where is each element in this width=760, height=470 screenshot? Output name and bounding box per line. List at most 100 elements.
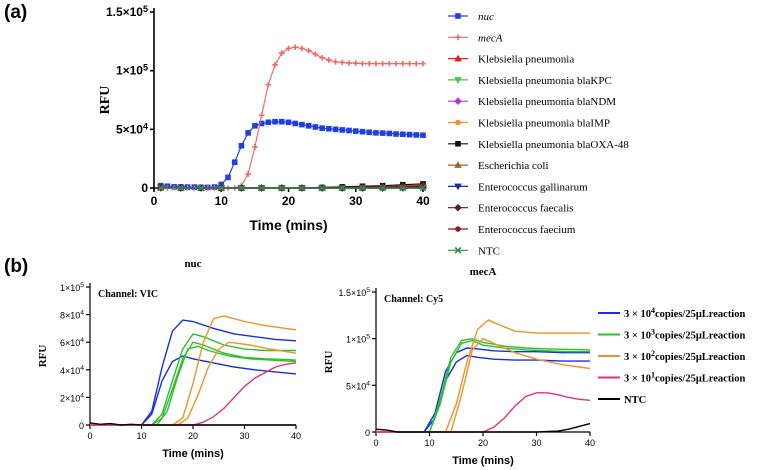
tick-base: 4×10 — [60, 366, 80, 376]
marker-x — [399, 184, 407, 192]
series-line-c1e3 — [376, 337, 591, 433]
marker-x — [338, 184, 346, 192]
series-line-c1e1 — [90, 362, 297, 426]
legend-b-label-c1e1: 3 × 101copies/25μLreaction — [624, 371, 745, 385]
x-tick-label: 30 — [239, 431, 249, 441]
legend-a-label-nuc: nuc — [478, 11, 494, 23]
x-tick-label: 30 — [531, 438, 541, 448]
series-line-c1e1 — [376, 392, 591, 433]
marker-x — [359, 184, 366, 192]
panel-label-a: (a) — [4, 2, 27, 23]
y-tick-label: 6×104 — [60, 337, 84, 348]
tick-exponent: 5 — [366, 287, 370, 294]
marker-plus — [386, 60, 393, 67]
tick-exponent: 5 — [80, 282, 84, 289]
tick-exponent: 5 — [143, 4, 148, 14]
marker-square — [265, 119, 272, 126]
legend-a-label-blaNDM: Klebsiella pneumonia blaNDM — [478, 96, 616, 108]
marker-square — [231, 159, 238, 165]
marker-plus — [346, 60, 352, 66]
legend-b-text: NTC — [624, 395, 646, 406]
marker-triangle-down — [454, 77, 462, 84]
series-line-c1e4 — [90, 319, 297, 426]
x-tick-label: 0 — [151, 194, 158, 208]
legend-b-text: copies/25μLreaction — [655, 374, 745, 385]
legend-b-label-c1e4: 3 × 104copies/25μLreaction — [624, 306, 745, 320]
marker-square — [305, 123, 312, 129]
y-tick-label: 5×104 — [116, 121, 148, 136]
marker-x — [157, 184, 165, 192]
marker-square — [326, 125, 332, 132]
channel-label: Channel: Cy5 — [384, 294, 443, 305]
y-axis-label: RFU — [323, 351, 335, 374]
marker-plus — [455, 34, 461, 41]
marker-plus — [352, 60, 359, 66]
marker-square — [455, 141, 461, 147]
marker-triangle-down — [454, 183, 462, 191]
marker-square — [352, 128, 359, 134]
y-axis-label: RFU — [37, 345, 49, 368]
marker-square — [346, 127, 352, 134]
chart-title: nuc — [184, 258, 201, 270]
legend-b-text: copies/25μLreaction — [655, 331, 745, 342]
series-line-c1e3 — [376, 339, 590, 433]
y-axis-label: RFU — [98, 86, 113, 115]
marker-x — [298, 184, 306, 192]
x-tick-label: 10 — [215, 194, 229, 208]
marker-plus — [272, 62, 278, 68]
marker-square — [225, 174, 231, 181]
legend-b-exponent: 3 — [651, 328, 655, 337]
tick-exponent: 5 — [143, 63, 148, 73]
x-axis-label: Time (mins) — [162, 448, 224, 460]
marker-square — [258, 120, 265, 127]
marker-plus — [332, 59, 339, 65]
tick-base: 1.5×10 — [106, 5, 143, 19]
legend-a-label-egall: Enterococcus gallinarum — [478, 181, 588, 193]
marker-square — [366, 129, 372, 136]
x-tick-label: 20 — [188, 431, 198, 441]
marker-square — [299, 121, 305, 128]
tick-base: 8×10 — [60, 311, 80, 321]
marker-triangle-up — [454, 54, 462, 62]
x-tick-label: 10 — [136, 431, 146, 441]
marker-square — [312, 124, 319, 130]
legend-b-exponent: 2 — [651, 349, 655, 358]
marker-plus — [400, 60, 406, 67]
marker-square — [252, 123, 258, 129]
series-line-c1e2 — [376, 337, 591, 433]
marker-square — [332, 126, 339, 133]
tick-base: 1×10 — [116, 64, 143, 78]
x-axis-label: Time (mins) — [249, 217, 327, 233]
legend-b-exponent: 4 — [651, 306, 655, 315]
legend-a-label-efaecalis: Enterococcus faecalis — [478, 203, 574, 215]
marker-plus — [379, 60, 386, 67]
marker-square — [420, 132, 426, 138]
series-line-mecA — [160, 46, 423, 189]
marker-circle — [455, 119, 461, 126]
series-line-c1e2 — [376, 319, 590, 433]
y-tick-label: 1.5×105 — [338, 287, 370, 298]
x-tick-label: 40 — [585, 438, 595, 448]
series-line-c1e3 — [90, 333, 296, 426]
legend-b-text: 3 × 10 — [624, 331, 651, 342]
marker-plus — [373, 60, 379, 67]
x-tick-label: 30 — [349, 194, 363, 208]
tick-exponent: 4 — [143, 121, 148, 131]
marker-square — [455, 13, 461, 19]
legend-b-label-c1e3: 3 × 103copies/25μLreaction — [624, 328, 745, 342]
legend-b-exponent: 1 — [651, 371, 655, 380]
tick-exponent: 5 — [366, 334, 370, 341]
series-line-c1e3 — [90, 345, 297, 426]
marker-square — [393, 131, 399, 137]
legend-a-label-ntc: NTC — [478, 245, 500, 257]
x-tick-label: 10 — [424, 438, 434, 448]
chart-b-nuc: 0 10 20 30 4002×1044×1046×1048×1041×105Time … — [37, 258, 301, 460]
marker-plus — [258, 112, 265, 119]
marker-x — [419, 184, 427, 192]
x-axis-label: Time (mins) — [452, 455, 514, 467]
marker-plus — [292, 44, 299, 50]
marker-x — [379, 184, 387, 192]
legend-a-label-blaOXA48: Klebsiella pneumonia blaOXA-48 — [478, 139, 629, 151]
